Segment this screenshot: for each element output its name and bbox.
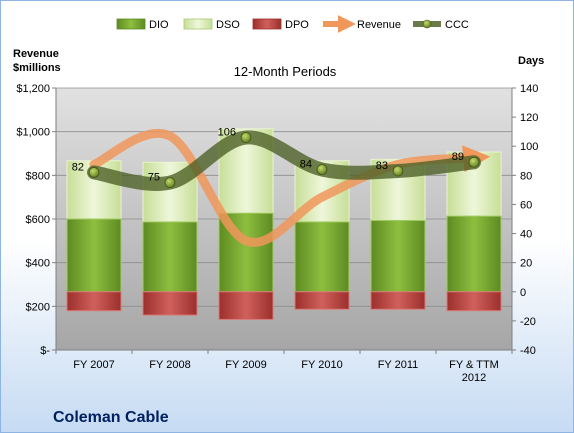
left-tick-label: $1,000 xyxy=(16,127,50,139)
ccc-series: 82 75 106 84 83 89 xyxy=(72,126,481,191)
dio-bar xyxy=(66,218,122,293)
dpo-bar xyxy=(66,291,122,312)
axes: $- $200 $400 $600 $800 $1,000 $1,200 -40 -20 0 20 4… xyxy=(16,83,538,384)
ccc-data-label: 75 xyxy=(148,172,160,184)
x-tick-label: FY & TTM xyxy=(449,359,499,371)
legend-swatch xyxy=(183,18,213,30)
right-tick-label: 20 xyxy=(520,258,532,270)
ccc-point xyxy=(316,164,328,175)
ccc-data-label: 82 xyxy=(72,161,84,173)
right-tick-label: 60 xyxy=(520,199,532,211)
ccc-data-label: 106 xyxy=(218,126,236,138)
right-tick-label: 100 xyxy=(520,141,538,153)
ccc-point xyxy=(240,132,252,143)
ccc-data-label: 83 xyxy=(376,160,388,172)
right-tick-label: 80 xyxy=(520,170,532,182)
dio-bar xyxy=(446,215,502,293)
x-tick-label: FY 2007 xyxy=(73,359,114,371)
dio-bar xyxy=(142,221,198,293)
x-tick-label: FY 2011 xyxy=(378,359,419,371)
left-tick-label: $800 xyxy=(26,170,50,182)
legend-label: CCC xyxy=(445,19,469,31)
dpo-bar xyxy=(370,291,426,310)
right-tick-label: -20 xyxy=(520,316,536,328)
left-tick-label: $- xyxy=(40,345,50,357)
x-tick-label: 2012 xyxy=(462,372,486,384)
dio-bar xyxy=(294,221,350,293)
legend-label: DSO xyxy=(216,19,240,31)
ccc-point xyxy=(164,177,176,189)
x-tick-label: FY 2010 xyxy=(301,359,342,371)
left-axis-unit-label: $millions xyxy=(13,62,61,74)
ccc-data-label: 84 xyxy=(300,159,312,171)
right-tick-label: 40 xyxy=(520,229,532,241)
ccc-point xyxy=(468,156,480,168)
ccc-point xyxy=(392,165,404,177)
legend: DIO DSO DPO Revenue CCC xyxy=(116,15,469,33)
right-tick-label: 0 xyxy=(520,287,526,299)
dpo-bar xyxy=(294,291,350,310)
left-tick-label: $200 xyxy=(26,301,50,313)
right-tick-label: 140 xyxy=(520,83,538,95)
left-tick-label: $1,200 xyxy=(16,83,50,95)
dpo-bar xyxy=(218,291,274,320)
right-axis-label: Days xyxy=(518,55,544,67)
legend-swatch xyxy=(252,18,282,30)
dpo-bar xyxy=(142,291,198,316)
x-tick-label: FY 2008 xyxy=(149,359,190,371)
company-name: Coleman Cable xyxy=(53,409,169,426)
dpo-bar xyxy=(446,291,502,312)
legend-label: DPO xyxy=(285,19,309,31)
left-tick-label: $400 xyxy=(26,258,50,270)
left-axis-label: Revenue xyxy=(13,48,59,60)
legend-label: DIO xyxy=(149,19,169,31)
legend-dot-icon xyxy=(422,19,432,29)
right-tick-label: -40 xyxy=(520,345,536,357)
legend-swatch xyxy=(116,18,146,30)
chart-title: 12-Month Periods xyxy=(234,64,337,79)
legend-label: Revenue xyxy=(357,19,401,31)
x-tick-label: FY 2009 xyxy=(225,359,266,371)
dio-bar xyxy=(370,219,426,293)
right-tick-label: 120 xyxy=(520,112,538,124)
ccc-data-label: 89 xyxy=(452,151,464,163)
left-tick-label: $600 xyxy=(26,214,50,226)
ccc-point xyxy=(88,167,100,178)
